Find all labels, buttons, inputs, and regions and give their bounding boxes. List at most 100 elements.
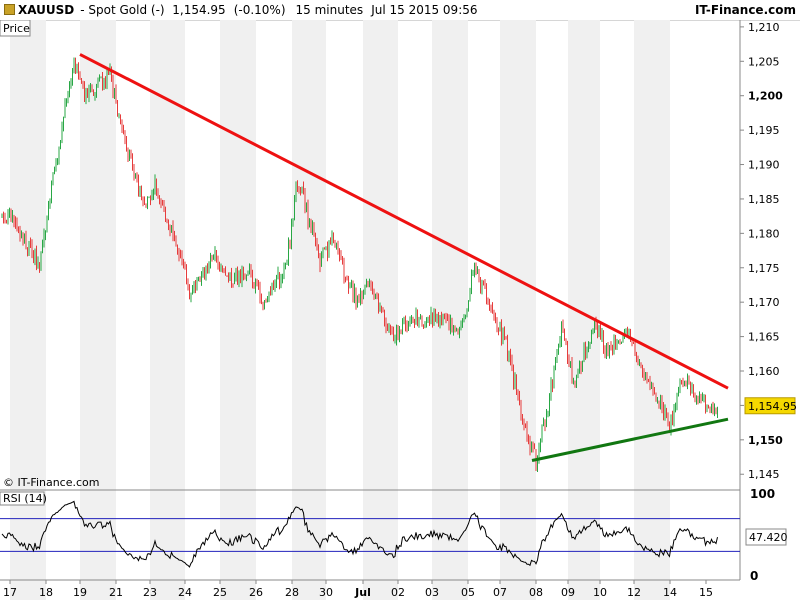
candle-body <box>465 314 466 317</box>
rsi-panel: RSI (14) 100 0 <box>0 487 775 583</box>
candle-body <box>699 397 700 399</box>
candle-body <box>483 281 484 284</box>
candle-body <box>634 342 636 355</box>
day-band <box>634 20 670 600</box>
candle-body <box>262 303 264 306</box>
candle-body <box>367 283 369 286</box>
x-tick-label: 12 <box>627 586 641 599</box>
candle-body <box>520 403 522 418</box>
candle-body <box>493 311 495 317</box>
resistance-trendline <box>79 53 729 390</box>
candle-body <box>357 299 358 307</box>
candle-body <box>582 360 583 370</box>
candle-body <box>544 422 546 427</box>
x-tick-label: 21 <box>109 586 123 599</box>
candle-body <box>201 273 202 281</box>
y-tick-label: 1,200 <box>748 90 783 103</box>
candle-body <box>157 193 159 197</box>
candle-body <box>522 417 523 421</box>
candle-body <box>241 270 243 283</box>
candle-body <box>7 213 9 223</box>
candle-body <box>681 380 682 384</box>
candle-body <box>132 157 133 170</box>
candle-body <box>126 141 127 151</box>
candle-body <box>567 342 568 360</box>
candle-body <box>1 213 3 217</box>
candle-body <box>457 329 459 334</box>
candle-body <box>504 329 505 337</box>
candle-body <box>631 340 633 343</box>
candle-body <box>550 381 552 399</box>
candle-body <box>549 398 550 413</box>
candle-body <box>625 329 627 333</box>
candle-body <box>424 323 426 326</box>
candle-body <box>453 327 454 331</box>
last-price-tag: 1,154.95 <box>744 397 797 415</box>
price-chart[interactable]: Price 1,210 1,205 1,200 1,195 1,190 1,185 1,18… <box>0 20 800 600</box>
candle-body <box>183 259 184 265</box>
y-tick-label: 1,175 <box>748 262 780 275</box>
candle-body <box>669 423 670 432</box>
candle-body <box>702 397 703 399</box>
candle-body <box>675 406 676 408</box>
candle-body <box>523 420 525 426</box>
candle-body <box>642 365 643 372</box>
candle-body <box>427 318 429 320</box>
candle-body <box>694 396 696 401</box>
candle-body <box>409 320 411 324</box>
candle-body <box>478 270 480 282</box>
candle-body <box>292 219 294 222</box>
x-tick-label: 02 <box>391 586 405 599</box>
candle-body <box>363 290 364 299</box>
candle-body <box>496 319 498 331</box>
candle-body <box>288 243 289 262</box>
brand-label[interactable]: IT-Finance.com <box>694 3 796 17</box>
candle-body <box>285 264 286 269</box>
candle-body <box>618 340 619 342</box>
candle-body <box>142 200 144 201</box>
candle-body <box>322 248 324 257</box>
candle-body <box>300 187 301 190</box>
candle-body <box>486 287 487 301</box>
candle-body <box>405 317 406 326</box>
candle-body <box>451 318 453 331</box>
candle-body <box>255 279 256 289</box>
candle-body <box>231 272 232 284</box>
candle-body <box>561 325 562 342</box>
candle-body <box>148 196 150 198</box>
candle-body <box>615 339 616 348</box>
candle-body <box>52 172 54 184</box>
candle-body <box>49 202 51 205</box>
trendlines <box>79 53 729 462</box>
y-tick-label: 1,205 <box>748 55 780 68</box>
candle-body <box>144 200 145 204</box>
candle-body <box>676 395 678 407</box>
candle-body <box>619 340 621 343</box>
candle-body <box>316 242 318 249</box>
candle-body <box>571 362 573 383</box>
candle-body <box>340 255 342 257</box>
candle-body <box>166 218 168 221</box>
candle-body <box>172 225 174 237</box>
candle-body <box>261 297 262 304</box>
candle-body <box>15 221 16 224</box>
candle-body <box>312 225 313 230</box>
candle-body <box>22 233 24 240</box>
candle-body <box>252 272 253 287</box>
candle-body <box>670 416 672 432</box>
candle-body <box>63 117 64 127</box>
candle-body <box>333 235 334 243</box>
candle-body <box>54 170 55 173</box>
candle-body <box>123 130 124 134</box>
candle-body <box>594 321 595 329</box>
candle-body <box>177 246 178 250</box>
candle-body <box>597 323 598 334</box>
candle-body <box>552 381 553 388</box>
candle-body <box>346 279 348 281</box>
candle-body <box>234 276 235 284</box>
candle-body <box>121 122 123 131</box>
candle-body <box>562 325 564 332</box>
candle-body <box>27 248 28 252</box>
candle-body <box>279 272 280 284</box>
candle-body <box>151 193 153 200</box>
